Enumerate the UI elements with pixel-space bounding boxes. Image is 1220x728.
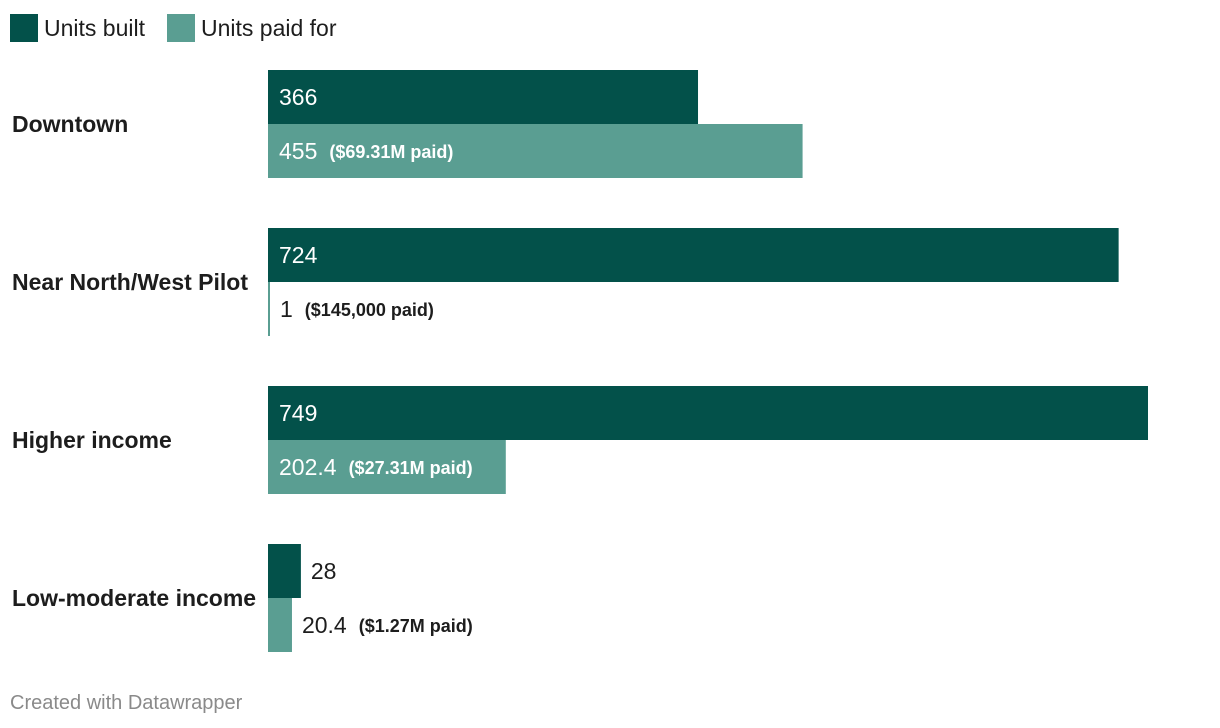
value-label-units-paid-for-near-north-west-pilot: 1	[280, 296, 293, 322]
bar-chart: Downtown 366 455 ($69.31M paid) Near North/W…	[12, 70, 1148, 652]
footer-credit: Created with Datawrapper	[10, 692, 243, 714]
legend-label-units-built: Units built	[44, 14, 145, 41]
category-label-near-north-west-pilot: Near North/West Pilot	[12, 269, 248, 295]
value-label-units-paid-for-downtown: 455	[279, 138, 317, 164]
value-label-units-built-near-north-west-pilot: 724	[279, 242, 318, 268]
category-label-higher-income: Higher income	[12, 427, 172, 453]
value-label-units-built-downtown: 366	[279, 84, 317, 110]
bar-units-built-downtown	[268, 70, 699, 124]
paid-annotation-higher-income: ($27.31M paid)	[349, 458, 473, 478]
bar-units-paid-for-low-moderate-income	[268, 598, 292, 652]
category-label-downtown: Downtown	[12, 111, 128, 137]
bar-units-paid-for-near-north-west-pilot	[268, 282, 270, 336]
legend-item-units-paid-for: Units paid for	[166, 14, 337, 42]
value-label-units-built-higher-income: 749	[279, 400, 317, 426]
legend-swatch-units-paid-for	[166, 14, 195, 42]
value-label-units-built-low-moderate-income: 28	[311, 558, 337, 584]
category-label-low-moderate-income: Low-moderate income	[12, 585, 256, 611]
legend: Units built Units paid for	[10, 14, 359, 42]
paid-annotation-low-moderate-income: ($1.27M paid)	[359, 616, 473, 636]
bar-units-built-near-north-west-pilot	[268, 228, 1119, 282]
paid-annotation-downtown: ($69.31M paid)	[329, 142, 453, 162]
bar-units-paid-for-downtown	[268, 124, 803, 178]
paid-annotation-near-north-west-pilot: ($145,000 paid)	[305, 300, 434, 320]
legend-swatch-units-built	[10, 14, 38, 42]
bar-units-built-low-moderate-income	[268, 544, 301, 598]
legend-label-units-paid-for: Units paid for	[200, 14, 337, 41]
value-label-units-paid-for-low-moderate-income: 20.4	[302, 612, 347, 638]
value-label-units-paid-for-higher-income: 202.4	[279, 454, 337, 480]
bar-units-built-higher-income	[268, 386, 1148, 440]
bar-units-paid-for-higher-income	[268, 440, 506, 494]
legend-item-units-built: Units built	[10, 14, 145, 42]
